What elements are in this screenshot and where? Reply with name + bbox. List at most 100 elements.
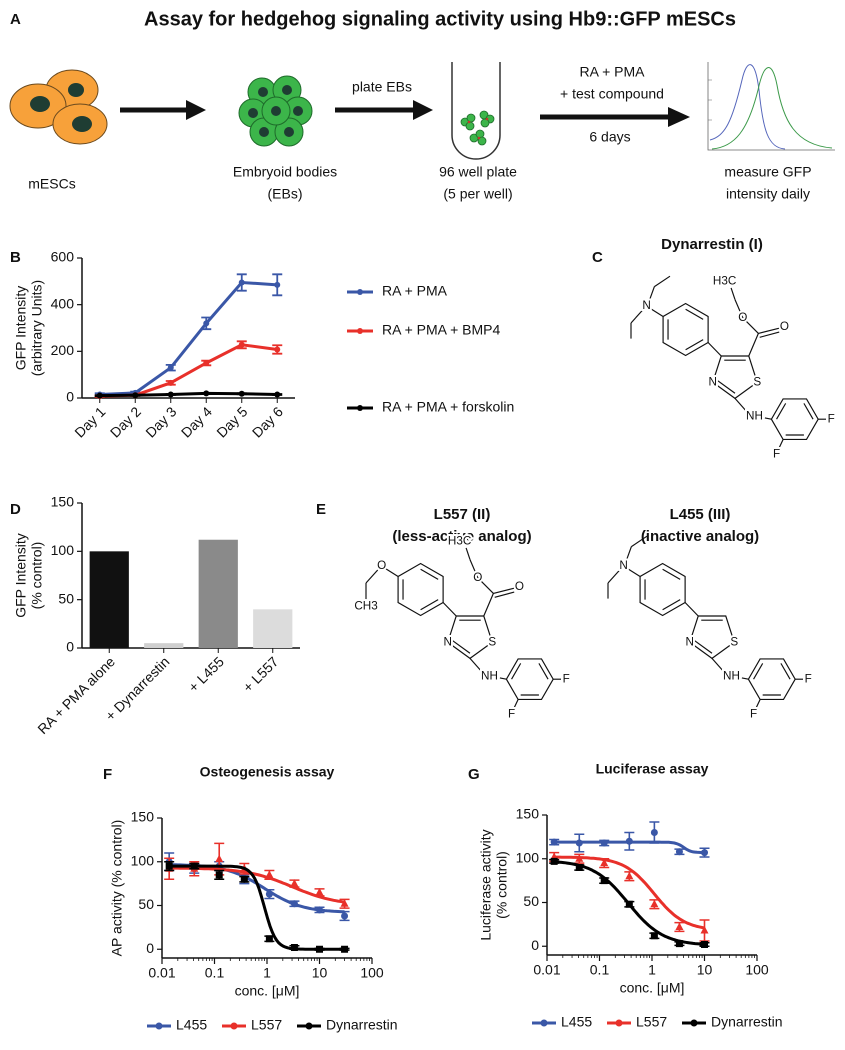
gfp-histogram xyxy=(707,62,835,151)
step-label: 6 days xyxy=(589,129,630,145)
bond xyxy=(770,398,819,441)
y-tick-label: 100 xyxy=(131,852,155,868)
data-point xyxy=(675,940,683,948)
legend-label: L557 xyxy=(636,1014,667,1030)
legend-label: RA + PMA + BMP4 xyxy=(382,322,500,338)
well-tube xyxy=(451,62,501,160)
atom-label: F xyxy=(773,447,780,460)
data-point xyxy=(600,839,608,847)
bond xyxy=(639,562,686,617)
data-point xyxy=(575,864,583,871)
data-point xyxy=(625,900,633,908)
x-tick-label: Day 1 xyxy=(71,403,108,440)
legend-label: L455 xyxy=(176,1017,207,1033)
panel-label: B xyxy=(10,249,21,266)
bond xyxy=(734,398,746,411)
step-label: plate EBs xyxy=(352,79,412,95)
atom-label: O xyxy=(377,559,386,572)
data-point xyxy=(165,862,173,870)
x-tick-label: Day 2 xyxy=(107,403,144,440)
atom-label: O xyxy=(780,320,789,333)
bond xyxy=(646,305,664,317)
data-point xyxy=(203,360,210,366)
y-tick-label: 150 xyxy=(516,806,540,822)
data-point xyxy=(550,857,558,865)
schematic-title: Assay for hedgehog signaling activity us… xyxy=(144,8,736,30)
bond xyxy=(442,602,457,617)
y-tick-label: 50 xyxy=(58,590,74,606)
y-tick-label: 0 xyxy=(66,639,74,655)
x-tick-label: 0.01 xyxy=(148,965,175,981)
y-axis-label: Luciferase activity xyxy=(478,829,494,940)
x-tick-label: 100 xyxy=(745,962,769,978)
data-point xyxy=(550,838,558,846)
x-axis-label: conc. [μM] xyxy=(620,980,685,996)
legend-label: L455 xyxy=(561,1014,592,1030)
y-tick-label: 600 xyxy=(51,249,75,265)
bond xyxy=(607,569,621,584)
bond xyxy=(381,565,399,577)
x-tick-label: 10 xyxy=(312,965,328,981)
legend-swatch xyxy=(230,1022,238,1030)
data-point xyxy=(238,390,245,397)
data-point xyxy=(341,945,349,953)
data-point xyxy=(701,941,708,948)
y-tick-label: 0 xyxy=(66,389,74,405)
chart-title: Luciferase assay xyxy=(596,761,709,777)
data-point xyxy=(167,364,174,371)
bond xyxy=(734,299,744,319)
data-point xyxy=(215,854,224,863)
atom-label: H3C xyxy=(448,534,471,547)
atom-label: CH3 xyxy=(354,599,377,612)
x-tick-label: 0.1 xyxy=(590,962,610,978)
structure-title: L557 (II) xyxy=(434,506,491,523)
y-axis-label: (arbitrary Units) xyxy=(29,280,45,376)
data-point xyxy=(265,890,273,898)
data-point xyxy=(575,854,584,862)
data-point xyxy=(625,837,633,845)
bond xyxy=(630,309,644,324)
y-tick-label: 50 xyxy=(523,893,539,909)
atom-label: O xyxy=(473,571,482,584)
structure-title: L455 (III) xyxy=(670,506,731,523)
x-tick-label: 100 xyxy=(360,965,384,981)
bond xyxy=(662,302,709,357)
legend-swatch xyxy=(305,1022,313,1030)
atom-label: N xyxy=(619,559,627,572)
atom-label: N xyxy=(686,635,694,648)
data-point xyxy=(600,858,609,867)
series-line xyxy=(99,391,278,398)
bond xyxy=(747,658,796,701)
bond xyxy=(778,439,784,450)
data-point xyxy=(650,932,658,940)
bond xyxy=(776,403,787,420)
fit-curve xyxy=(169,864,345,951)
atom-label: S xyxy=(488,635,496,648)
data-point xyxy=(203,320,210,327)
bond xyxy=(365,569,379,584)
bond xyxy=(689,615,735,660)
bond xyxy=(803,403,814,420)
atom-label: NH xyxy=(481,670,498,683)
x-tick-label: + L557 xyxy=(240,653,282,695)
bond xyxy=(631,535,648,548)
x-tick-label: 1 xyxy=(648,962,656,978)
y-tick-label: 50 xyxy=(138,896,154,912)
bond xyxy=(469,559,479,579)
data-point xyxy=(203,390,210,397)
bond xyxy=(662,599,681,611)
arrow xyxy=(540,107,690,127)
x-tick-label: 10 xyxy=(697,962,713,978)
bond xyxy=(741,677,749,680)
embryoid-body xyxy=(238,75,313,147)
x-tick-label: 0.01 xyxy=(533,962,560,978)
panel-label: A xyxy=(10,11,21,28)
data-point xyxy=(650,829,658,836)
bond xyxy=(654,275,671,288)
bar xyxy=(253,609,293,648)
bond xyxy=(469,658,481,671)
atom-label: F xyxy=(828,412,835,425)
x-tick-label: 1 xyxy=(263,965,271,981)
bond xyxy=(753,663,764,680)
